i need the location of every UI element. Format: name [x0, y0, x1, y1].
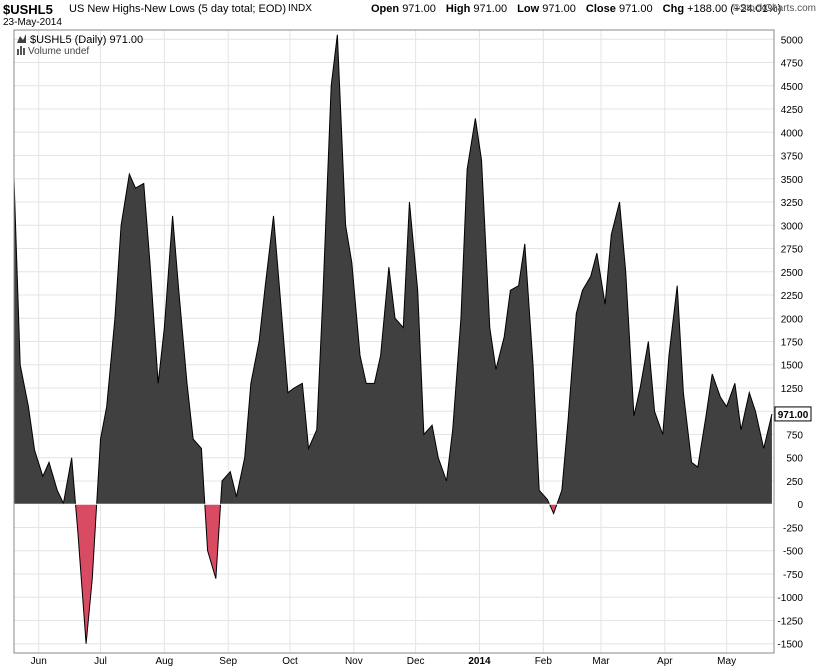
close-value: 971.00 — [618, 3, 653, 15]
series-legend-icon — [17, 34, 26, 43]
y-tick-label: 2750 — [781, 245, 804, 256]
symbol-label: $USHL5 — [3, 2, 53, 17]
high-label: High — [445, 3, 471, 15]
plot-border — [13, 29, 775, 654]
y-tick-label: -1500 — [777, 640, 803, 651]
y-tick-label: 0 — [797, 500, 803, 511]
y-tick-label: 2000 — [781, 314, 804, 325]
chart-header: $USHL5 US New Highs-New Lows (5 day tota… — [0, 0, 820, 32]
open-value: 971.00 — [402, 3, 436, 15]
y-tick-label: 500 — [786, 454, 803, 465]
y-tick-label: 4500 — [781, 82, 804, 93]
chart-name: US New Highs-New Lows (5 day total; EOD) — [69, 3, 287, 15]
x-tick-label: Mar — [592, 656, 610, 667]
last-price-box — [774, 406, 812, 422]
high-value: 971.00 — [473, 3, 508, 15]
y-tick-label: 4750 — [781, 59, 804, 70]
last-price-marker: 971.00 — [774, 406, 812, 422]
x-tick-label: Jun — [31, 656, 47, 667]
y-tick-label: -250 — [783, 523, 803, 534]
y-tick-label: 4000 — [781, 128, 804, 139]
exchange-label: INDX — [288, 3, 312, 14]
ohlc-readout: Open 971.00 High 971.00 Low 971.00 Close… — [371, 3, 788, 15]
y-tick-label: 250 — [786, 477, 803, 488]
y-tick-label: 3750 — [781, 152, 804, 163]
y-tick-label: 4250 — [781, 105, 804, 116]
y-tick-label: 750 — [786, 430, 803, 441]
low-label: Low — [517, 3, 540, 15]
y-tick-label: 3500 — [781, 175, 804, 186]
x-tick-label: Oct — [282, 656, 298, 667]
plot-frame — [13, 29, 775, 654]
date-label: 23-May-2014 — [3, 17, 62, 28]
copyright-icon: © — [732, 3, 740, 14]
x-tick-label: Nov — [345, 656, 363, 667]
volume-legend-label: Volume undef — [28, 46, 89, 57]
x-tick-label: Dec — [407, 656, 425, 667]
x-tick-label: Aug — [155, 656, 173, 667]
y-tick-label: 1750 — [781, 338, 804, 349]
legend: $USHL5 (Daily) 971.00 Volume undef — [17, 34, 143, 57]
chg-value: +188.00 (+24.01%) — [687, 3, 782, 15]
x-axis: Jun Jul Aug Sep Oct Nov Dec 2014 Feb Mar Apr May — [31, 656, 736, 667]
series-line — [13, 34, 773, 644]
credit-label: StockCharts.com — [739, 3, 816, 14]
area-series — [13, 34, 774, 644]
chg-label: Chg — [662, 3, 685, 15]
y-tick-label: -750 — [783, 570, 803, 581]
x-tick-label: Sep — [219, 656, 237, 667]
negative-area — [14, 504, 772, 644]
positive-area — [14, 34, 772, 505]
y-tick-label: 1250 — [781, 384, 804, 395]
x-tick-label: Jul — [94, 656, 107, 667]
y-tick-label: 5000 — [781, 35, 804, 46]
volume-legend-icon — [17, 46, 25, 55]
y-tick-label: 1500 — [781, 361, 804, 372]
x-tick-label: 2014 — [468, 656, 491, 667]
y-tick-label: -1000 — [777, 593, 803, 604]
close-label: Close — [585, 3, 616, 15]
y-tick-label: 3250 — [781, 198, 804, 209]
low-value: 971.00 — [542, 3, 576, 15]
y-tick-label: 3000 — [781, 221, 804, 232]
y-tick-label: 2250 — [781, 291, 804, 302]
series-legend-label: $USHL5 (Daily) 971.00 — [30, 34, 143, 46]
y-axis: 5000475045004250400037503500325030002750… — [777, 35, 803, 650]
x-tick-label: Feb — [535, 656, 553, 667]
last-price-label: 971.00 — [778, 410, 809, 421]
y-tick-label: -1250 — [777, 616, 803, 627]
y-tick-label: -500 — [783, 547, 803, 558]
y-tick-label: 2500 — [781, 268, 804, 279]
x-tick-label: Apr — [657, 656, 673, 667]
open-label: Open — [371, 3, 400, 15]
x-tick-label: May — [717, 656, 736, 667]
credit-link[interactable]: ©StockCharts.com — [732, 3, 816, 14]
